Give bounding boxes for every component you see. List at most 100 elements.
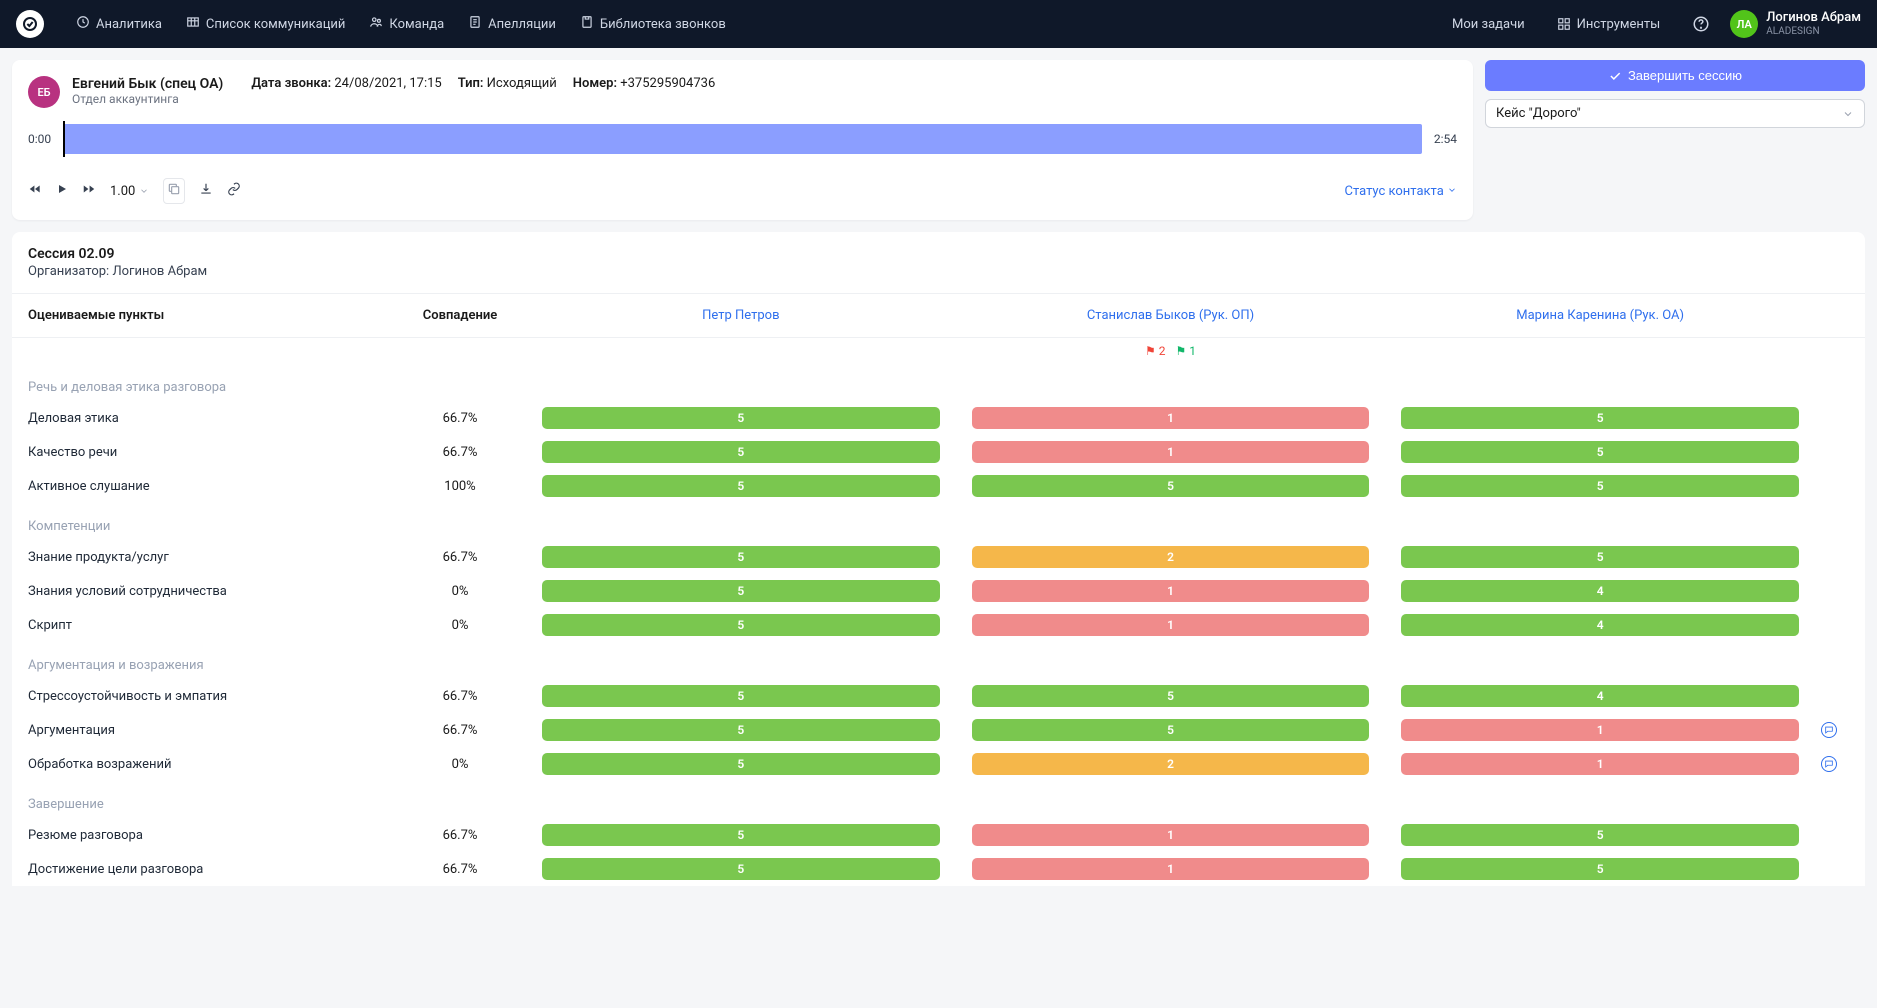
download-button[interactable]: [199, 182, 213, 200]
match-value: 66.7%: [400, 723, 520, 738]
score-pill[interactable]: 1: [1401, 719, 1799, 741]
score-pill[interactable]: 5: [542, 858, 940, 880]
col-person-1[interactable]: Петр Петров: [532, 308, 950, 323]
comment-indicator[interactable]: [1821, 722, 1837, 738]
score-pill[interactable]: 5: [1401, 546, 1799, 568]
score-pill[interactable]: 1: [972, 824, 1370, 846]
criterion-name: Стрессоустойчивость и эмпатия: [28, 689, 388, 704]
nav-icon: [580, 15, 594, 33]
score-pill[interactable]: 1: [972, 614, 1370, 636]
score-pill[interactable]: 5: [1401, 441, 1799, 463]
score-pill[interactable]: 4: [1401, 580, 1799, 602]
score-pill[interactable]: 5: [542, 441, 940, 463]
eval-row: Знания условий сотрудничества0%514: [12, 574, 1865, 608]
evaluation-table: Оцениваемые пункты Совпадение Петр Петро…: [12, 293, 1865, 886]
score-pill[interactable]: 5: [1401, 475, 1799, 497]
score-pill[interactable]: 5: [1401, 858, 1799, 880]
score-pill[interactable]: 5: [542, 719, 940, 741]
rewind-icon: [28, 182, 42, 196]
session-title: Сессия 02.09: [28, 246, 1849, 262]
chevron-down-icon: [1842, 108, 1854, 120]
score-pill[interactable]: 4: [1401, 685, 1799, 707]
col-person-3[interactable]: Марина Каренина (Рук. ОА): [1391, 308, 1809, 323]
nav-label: Команда: [389, 17, 444, 32]
forward-button[interactable]: [82, 182, 96, 200]
match-value: 100%: [400, 479, 520, 494]
score-pill[interactable]: 1: [1401, 753, 1799, 775]
score-pill[interactable]: 5: [542, 580, 940, 602]
nav-item-1[interactable]: Список коммуникаций: [174, 9, 358, 39]
col-person-2[interactable]: Станислав Быков (Рук. ОП): [962, 308, 1380, 323]
case-value: Кейс "Дорого": [1496, 106, 1581, 121]
play-button[interactable]: [56, 183, 68, 199]
score-pill[interactable]: 1: [972, 858, 1370, 880]
score-pill[interactable]: 5: [542, 685, 940, 707]
eval-row: Стрессоустойчивость и эмпатия66.7%554: [12, 679, 1865, 713]
criterion-name: Деловая этика: [28, 411, 388, 426]
copy-button[interactable]: [163, 178, 185, 204]
score-pill[interactable]: 1: [972, 580, 1370, 602]
score-pill[interactable]: 1: [972, 407, 1370, 429]
play-icon: [56, 183, 68, 195]
score-pill[interactable]: 5: [1401, 407, 1799, 429]
audio-waveform[interactable]: [63, 124, 1422, 154]
score-pill[interactable]: 4: [1401, 614, 1799, 636]
score-pill[interactable]: 5: [1401, 824, 1799, 846]
comment-indicator[interactable]: [1821, 756, 1837, 772]
contact-status-link[interactable]: Статус контакта: [1344, 184, 1457, 199]
score-pill[interactable]: 5: [972, 685, 1370, 707]
criterion-name: Аргументация: [28, 723, 388, 738]
score-pill[interactable]: 5: [542, 753, 940, 775]
nav-item-3[interactable]: Апелляции: [456, 9, 568, 39]
nav-tools[interactable]: Инструменты: [1545, 11, 1673, 38]
score-pill[interactable]: 5: [542, 546, 940, 568]
score-pill[interactable]: 2: [972, 753, 1370, 775]
nav-label: Апелляции: [488, 17, 556, 32]
match-value: 66.7%: [400, 828, 520, 843]
speed-value: 1.00: [110, 184, 135, 199]
call-number-label: Номер:: [573, 76, 617, 91]
agent-department: Отдел аккаунтинга: [72, 92, 223, 106]
end-session-button[interactable]: Завершить сессию: [1485, 60, 1865, 91]
score-pill[interactable]: 5: [542, 475, 940, 497]
nav-label: Библиотека звонков: [600, 17, 726, 32]
top-nav: АналитикаСписок коммуникаций Команда Апелл…: [0, 0, 1877, 48]
time-start: 0:00: [28, 132, 51, 146]
nav-my-tasks[interactable]: Мои задачи: [1440, 11, 1537, 38]
nav-item-2[interactable]: Команда: [357, 9, 456, 39]
time-end: 2:54: [1434, 132, 1457, 146]
match-value: 66.7%: [400, 411, 520, 426]
score-pill[interactable]: 1: [972, 441, 1370, 463]
agent-name: Евгений Бык (спец ОА): [72, 76, 223, 92]
score-pill[interactable]: 5: [972, 475, 1370, 497]
nav-item-4[interactable]: Библиотека звонков: [568, 9, 738, 39]
nav-item-0[interactable]: Аналитика: [64, 9, 174, 39]
link-button[interactable]: [227, 182, 241, 200]
score-pill[interactable]: 5: [542, 824, 940, 846]
comment-icon: [1824, 725, 1834, 735]
match-value: 66.7%: [400, 550, 520, 565]
rewind-button[interactable]: [28, 182, 42, 200]
chevron-down-icon: [1447, 185, 1457, 195]
score-pill[interactable]: 5: [542, 407, 940, 429]
download-icon: [199, 182, 213, 196]
case-select[interactable]: Кейс "Дорого": [1485, 99, 1865, 128]
contact-status-label: Статус контакта: [1344, 184, 1443, 199]
call-date-value: 24/08/2021, 17:15: [334, 76, 441, 91]
score-pill[interactable]: 5: [972, 719, 1370, 741]
user-avatar: ЛА: [1730, 10, 1758, 38]
flag-green: ⚑ 1: [1175, 344, 1195, 358]
speed-selector[interactable]: 1.00: [110, 184, 149, 199]
session-header: Сессия 02.09 Организатор: Логинов Абрам: [12, 232, 1865, 293]
score-pill[interactable]: 5: [542, 614, 940, 636]
user-org: ALADESIGN: [1766, 26, 1861, 37]
eval-row: Активное слушание100%555: [12, 469, 1865, 503]
nav-help[interactable]: [1680, 9, 1722, 39]
eval-row: Деловая этика 66.7% 5 1 5: [12, 401, 1865, 435]
app-logo[interactable]: [16, 10, 44, 38]
criterion-name: Знание продукта/услуг: [28, 550, 388, 565]
eval-row: Аргументация 66.7% 5 5 1: [12, 713, 1865, 747]
agent-avatar: ЕБ: [28, 76, 60, 108]
user-menu[interactable]: ЛА Логинов Абрам ALADESIGN: [1730, 10, 1861, 38]
score-pill[interactable]: 2: [972, 546, 1370, 568]
